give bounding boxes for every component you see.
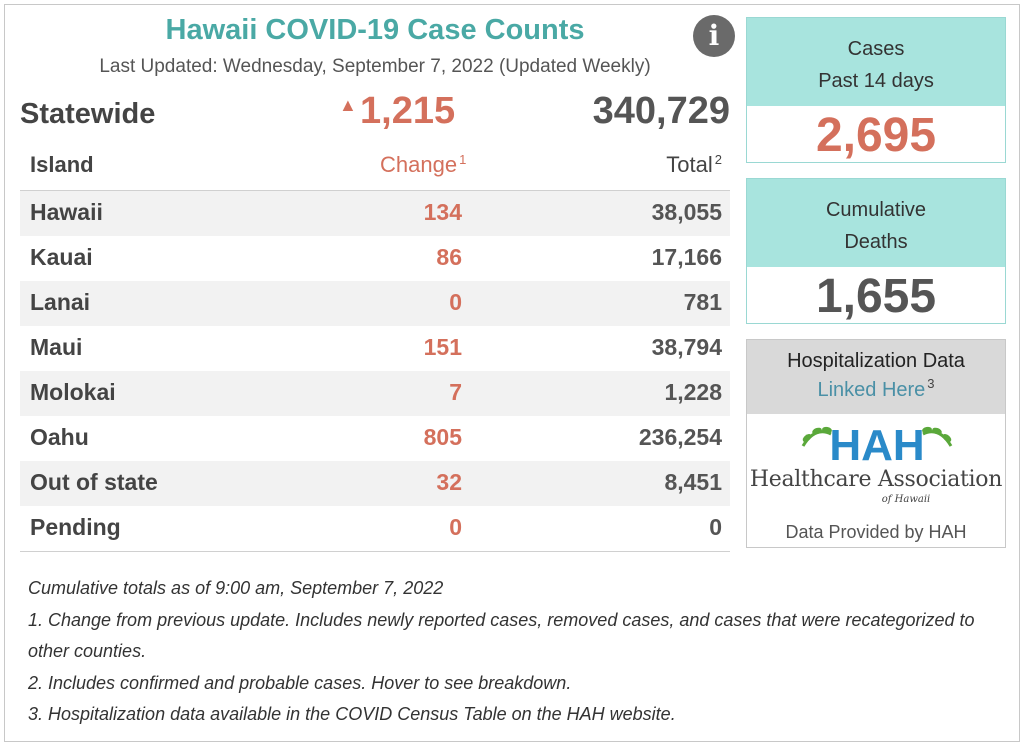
hospitalization-panel: Hospitalization Data Linked Here 3 HAH He… xyxy=(746,339,1006,548)
cumulative-deaths-value: 1,655 xyxy=(747,267,1005,323)
table-row[interactable]: Molokai 7 1,228 xyxy=(20,371,730,416)
island-change: 7 xyxy=(449,379,462,405)
island-total: 0 xyxy=(709,514,722,540)
island-total: 781 xyxy=(683,289,722,315)
island-name: Maui xyxy=(30,334,83,360)
page-title: Hawaii COVID-19 Case Counts xyxy=(165,14,585,46)
footnote-line: Cumulative totals as of 9:00 am, Septemb… xyxy=(28,578,444,598)
island-change: 32 xyxy=(436,469,462,495)
island-name: Lanai xyxy=(30,289,91,315)
cases-14-days-card: Cases Past 14 days 2,695 xyxy=(746,17,1006,163)
statewide-change: 1,215 xyxy=(360,90,456,132)
island-name: Kauai xyxy=(30,244,93,270)
table-row[interactable]: Maui 151 38,794 xyxy=(20,326,730,371)
island-name: Oahu xyxy=(30,424,89,450)
deaths-card-title: Cumulative xyxy=(825,199,927,221)
hah-logo-graphic: HAH xyxy=(801,421,953,466)
island-total: 17,166 xyxy=(651,244,722,270)
hah-logo-name: Healthcare Association xyxy=(749,467,1003,492)
footnotes: Cumulative totals as of 9:00 am, Septemb… xyxy=(28,573,998,731)
deaths-card-subtitle: Deaths xyxy=(844,231,908,253)
cases-card-subtitle: Past 14 days xyxy=(818,70,934,92)
column-header-total: Total 2 xyxy=(560,152,722,178)
deaths-card-header: Cumulative Deaths xyxy=(747,179,1005,267)
table-row[interactable]: Hawaii 134 38,055 xyxy=(20,191,730,236)
info-icon[interactable]: i xyxy=(693,15,735,57)
island-change: 0 xyxy=(449,289,462,315)
footnote-marker: 1 xyxy=(459,152,467,167)
table-row[interactable]: Pending 0 0 xyxy=(20,506,730,551)
table-row[interactable]: Out of state 32 8,451 xyxy=(20,461,730,506)
island-name: Pending xyxy=(30,514,121,540)
island-name: Molokai xyxy=(30,379,116,405)
hospitalization-link[interactable]: Linked Here 3 xyxy=(817,376,935,402)
cases-card-title: Cases xyxy=(847,38,905,60)
last-updated-text: Last Updated: Wednesday, September 7, 20… xyxy=(99,56,651,77)
header-divider xyxy=(20,190,730,191)
column-header-total-label: Total xyxy=(666,152,713,177)
column-header-change-label: Change xyxy=(380,152,458,177)
footnote-marker: 2 xyxy=(714,152,722,167)
island-change: 134 xyxy=(423,199,462,225)
footnote-line: 3. Hospitalization data available in the… xyxy=(28,704,676,724)
hah-logo[interactable]: HAH Healthcare Association of Hawaii xyxy=(747,414,1005,510)
island-change: 151 xyxy=(423,334,462,360)
statewide-label: Statewide xyxy=(20,98,156,130)
island-change: 805 xyxy=(423,424,462,450)
cases-14-days-value: 2,695 xyxy=(747,106,1005,162)
table-row[interactable]: Oahu 805 236,254 xyxy=(20,416,730,461)
footnote-line: 2. Includes confirmed and probable cases… xyxy=(28,672,572,693)
data-provided-text: Data Provided by HAH xyxy=(785,522,967,542)
column-header-change: Change 1 xyxy=(380,152,466,178)
table-row[interactable]: Lanai 0 781 xyxy=(20,281,730,326)
table-row[interactable]: Kauai 86 17,166 xyxy=(20,236,730,281)
footnote-line: 1. Change from previous update. Includes… xyxy=(28,609,975,662)
hah-logo-subtitle: of Hawaii xyxy=(881,494,931,505)
island-change: 86 xyxy=(436,244,462,270)
dashboard-frame xyxy=(4,4,1020,742)
hospitalization-link-label: Linked Here xyxy=(817,379,926,401)
hah-logo-letters: HAH xyxy=(829,421,924,466)
footnote-marker: 3 xyxy=(927,376,935,391)
island-total: 1,228 xyxy=(664,379,722,405)
island-name: Hawaii xyxy=(30,199,103,225)
hospitalization-header: Hospitalization Data Linked Here 3 xyxy=(747,340,1005,414)
column-header-island: Island xyxy=(30,152,94,177)
up-triangle-icon: ▲ xyxy=(339,95,357,115)
island-change: 0 xyxy=(449,514,462,540)
island-name: Out of state xyxy=(30,469,158,495)
island-total: 38,055 xyxy=(651,199,722,225)
island-table: Hawaii 134 38,055 Kauai 86 17,166 Lanai … xyxy=(20,191,730,552)
statewide-total: 340,729 xyxy=(592,90,730,132)
island-total: 236,254 xyxy=(638,424,722,450)
cases-card-header: Cases Past 14 days xyxy=(747,18,1005,106)
cumulative-deaths-card: Cumulative Deaths 1,655 xyxy=(746,178,1006,324)
hospitalization-title: Hospitalization Data xyxy=(787,350,965,372)
island-total: 38,794 xyxy=(651,334,722,360)
island-total: 8,451 xyxy=(664,469,722,495)
